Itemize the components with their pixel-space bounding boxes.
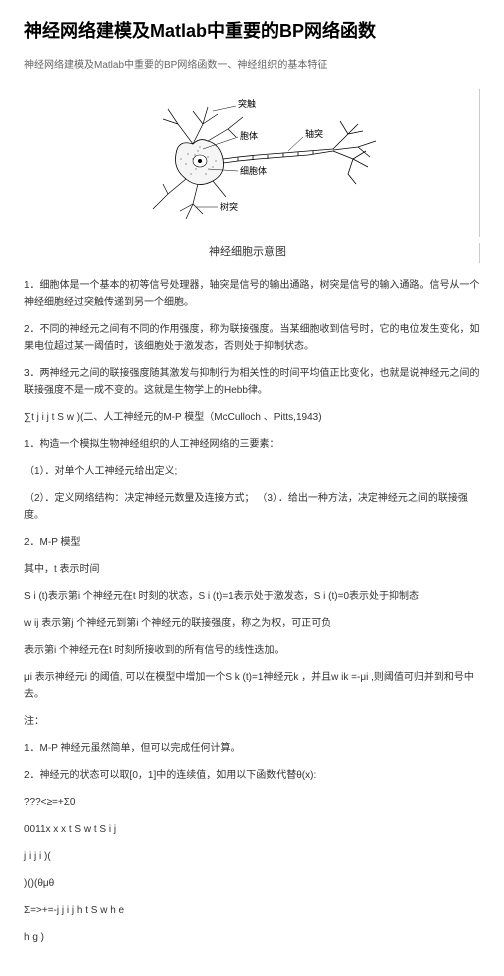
neuron-figure: 突触 胞体 轴突 细胞体 树突 <box>24 89 480 237</box>
paragraph: 2．不同的神经元之间有不同的作⽤强度，称为联接强度。当某细胞收到信号时，它的电位… <box>24 321 480 355</box>
paragraph: 0011x x x t S w t S i j <box>24 821 480 838</box>
neuron-diagram: 突触 胞体 轴突 细胞体 树突 <box>108 89 388 229</box>
paragraph: （2）．定义⽹络结构：决定神经元数量及连接⽅式； （3）．给出⼀种⽅法，决定神经… <box>24 490 480 524</box>
label-synapse: 突触 <box>238 98 256 109</box>
paragraph: 1．构造⼀个模拟⽣物神经组织的⼈⼯神经⽹络的三要素： <box>24 436 480 453</box>
label-axon: 轴突 <box>305 128 323 139</box>
paragraph: S i (t)表⽰第i 个神经元在t 时刻的状态，S i (t)=1表⽰处于激发… <box>24 588 480 605</box>
paragraph: j i j i )( <box>24 848 480 865</box>
paragraph: μi 表⽰神经元i 的阈值, 可以在模型中增加⼀个S k (t)=1神经元k ，… <box>24 669 480 703</box>
paragraph: 注： <box>24 713 480 730</box>
paragraph: （1）．对单个⼈⼯神经元给出定义; <box>24 463 480 480</box>
paragraph: 表⽰第i 个神经元在t 时刻所接收到的所有信号的线性迭加。 <box>24 642 480 659</box>
paragraph: 2．神经元的状态可以取[0，1]中的连续值，如⽤以下函数代替θ(x): <box>24 767 480 784</box>
paragraph: )()(θμθ <box>24 875 480 892</box>
paragraph: h g ) <box>24 929 480 946</box>
label-dendrite: 树突 <box>220 201 238 212</box>
paragraph: ∑t j i j t S w )(⼆、⼈⼯神经元的M-P 模型（McCulloc… <box>24 409 480 426</box>
paragraph: 2．M-P 模型 <box>24 534 480 551</box>
label-soma: 细胞体 <box>240 165 267 176</box>
page-title: 神经⽹络建模及Matlab中重要的BP⽹络函数 <box>24 20 480 43</box>
paragraph: 1．M-P 神经元虽然简单，但可以完成任何计算。 <box>24 740 480 757</box>
subtitle: 神经⽹络建模及Matlab中重要的BP⽹络函数⼀、神经组织的基本特征 <box>24 57 480 75</box>
paragraph: 3．两神经元之间的联接强度随其激发与抑制⾏为相关性的时间平均值正⽐变化，也就是说… <box>24 365 480 399</box>
paragraph: w ij 表⽰第j 个神经元到第i 个神经元的联接强度，称之为权，可正可负 <box>24 615 480 632</box>
paragraph: 1．细胞体是⼀个基本的初等信号处理器，轴突是信号的输出通路，树突是信号的输⼊通路… <box>24 277 480 311</box>
paragraph: 其中，t 表⽰时间 <box>24 561 480 578</box>
figure-caption: 神经细胞示意图 <box>24 243 480 263</box>
paragraph: ???<≥=+Σ0 <box>24 794 480 811</box>
paragraph: Σ=>+=-j j i j h t S w h e <box>24 902 480 919</box>
label-cellbody: 胞体 <box>240 130 258 141</box>
